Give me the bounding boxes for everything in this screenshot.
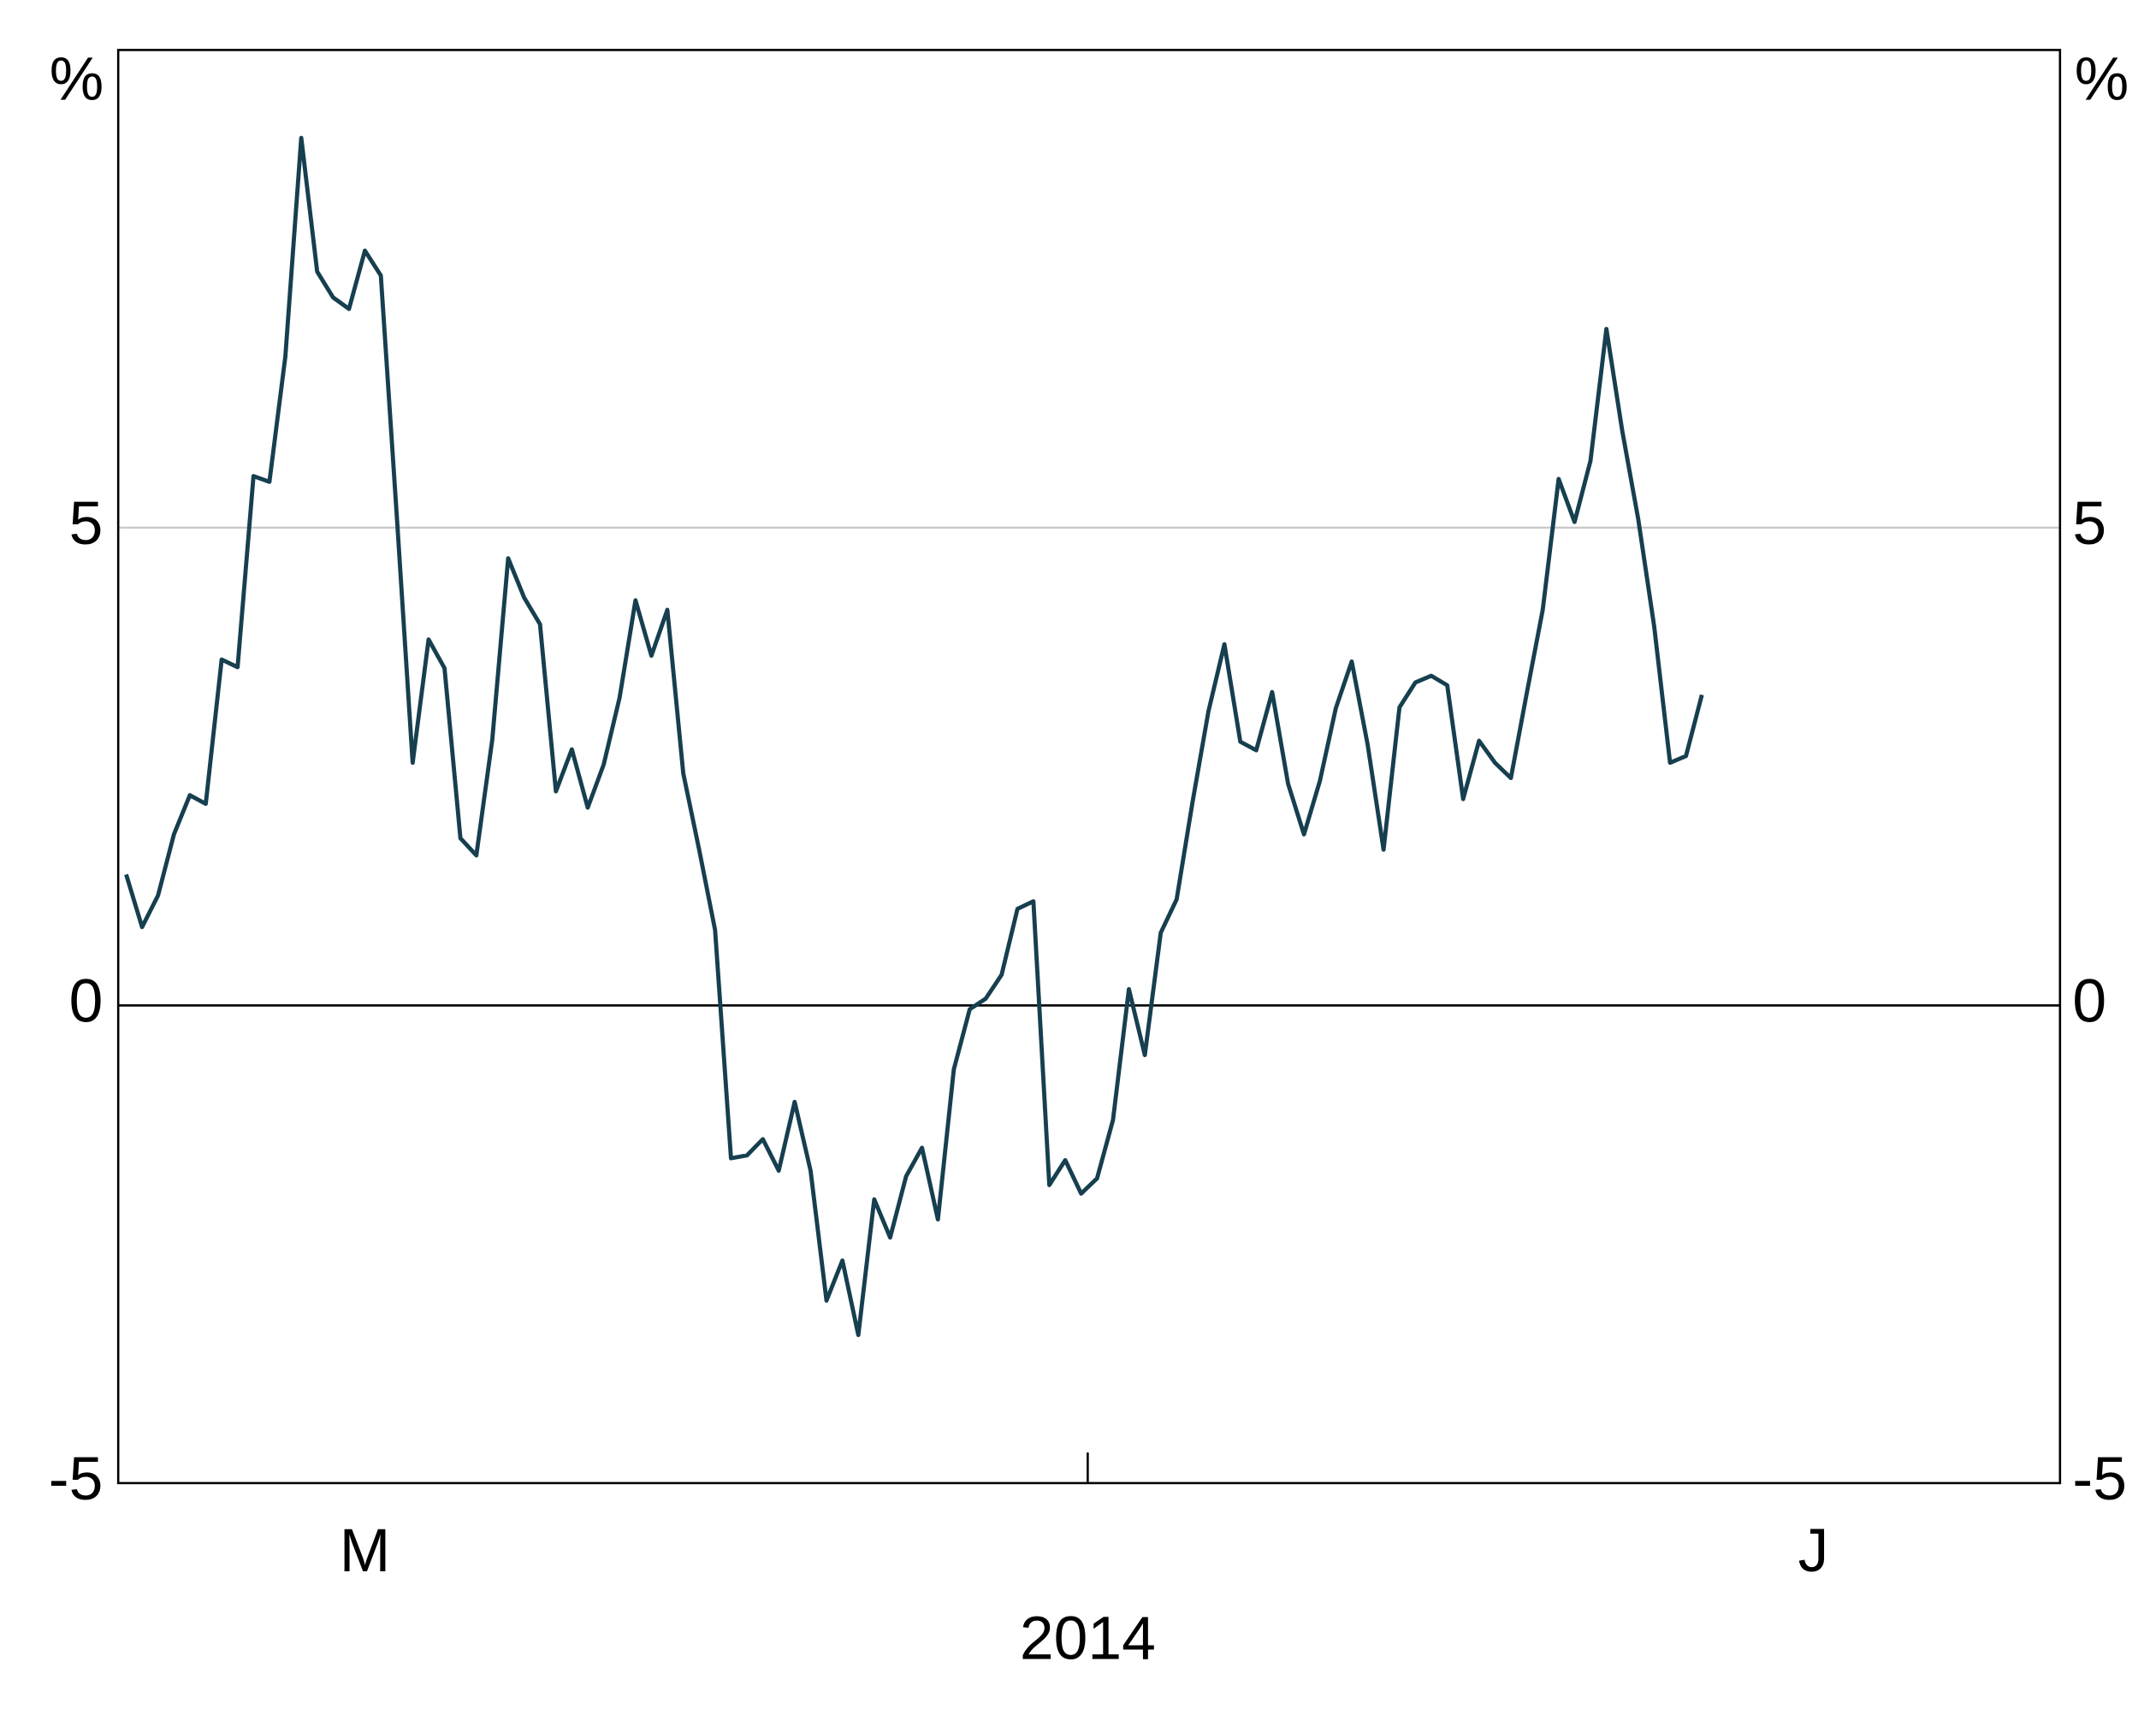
y-tick-label: 5 bbox=[69, 489, 104, 558]
y2-unit: % bbox=[2075, 44, 2129, 113]
plot-frame bbox=[116, 49, 2062, 1485]
y2-tick-label: 0 bbox=[2072, 967, 2106, 1035]
x-tick-label: J bbox=[1798, 1517, 1829, 1585]
data-line bbox=[124, 135, 1704, 1338]
x-axis-label: 2014 bbox=[1020, 1604, 1156, 1672]
y-tick-label: -5 bbox=[49, 1445, 104, 1513]
y-unit: % bbox=[50, 44, 104, 113]
y2-tick-label: -5 bbox=[2072, 1445, 2127, 1513]
x-tick-label: M bbox=[340, 1517, 391, 1585]
y-tick-label: 0 bbox=[69, 967, 104, 1035]
y2-tick-label: 5 bbox=[2072, 489, 2106, 558]
